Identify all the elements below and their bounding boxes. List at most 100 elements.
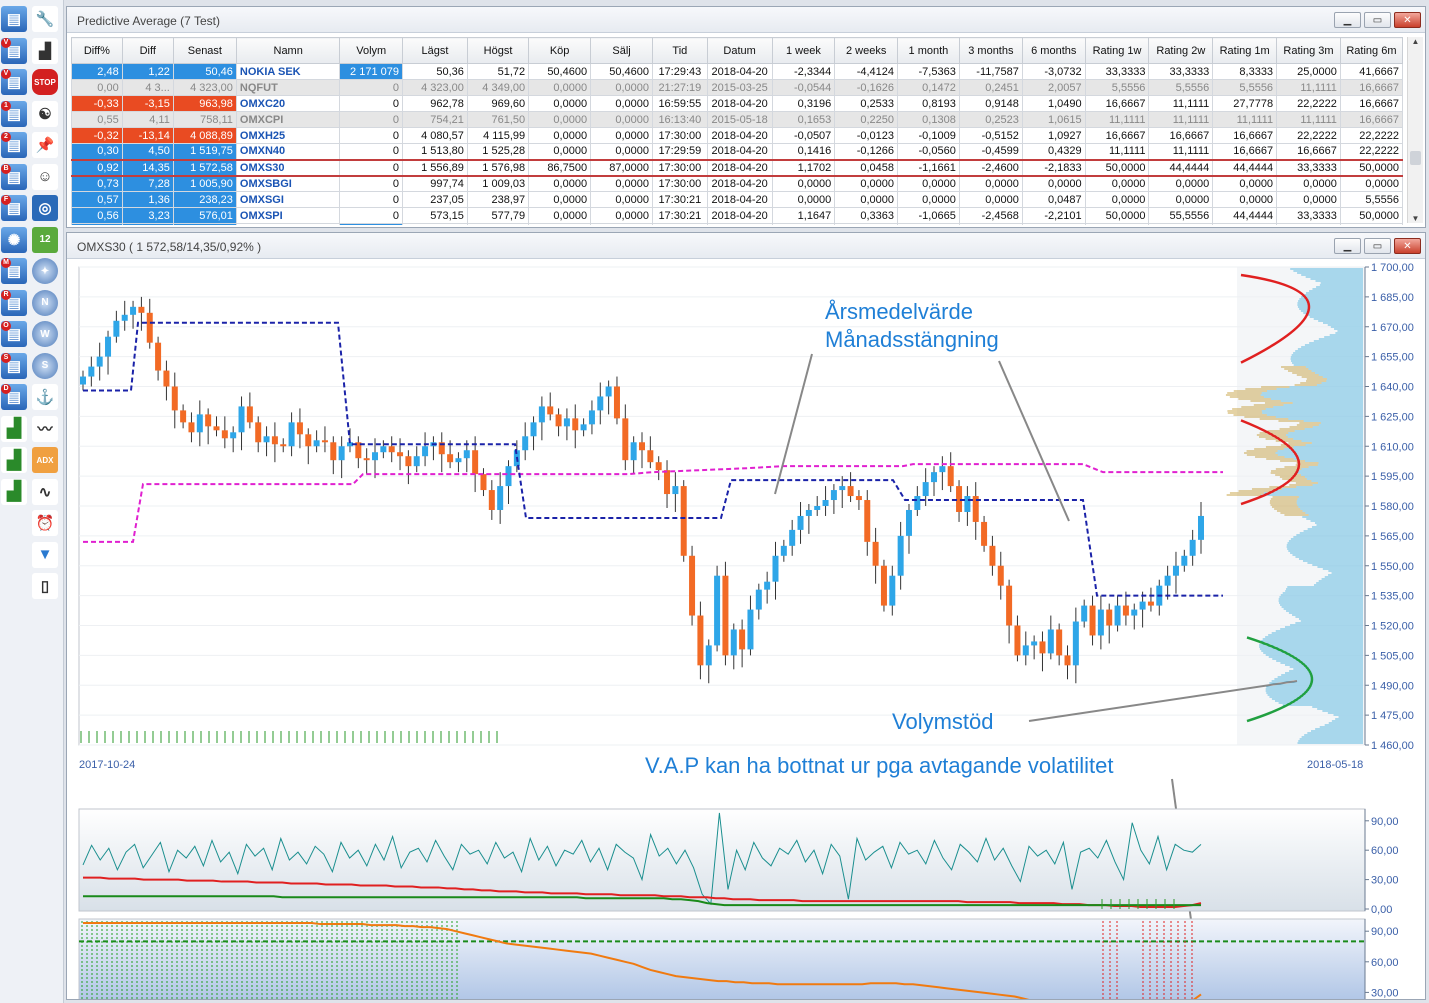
table-cell: 2 171 079 — [339, 63, 403, 80]
table-cell: 2018-04-20 — [706, 143, 773, 160]
table-row[interactable]: -0,33 -3,15 963,98 OMXC20 0 962,78 969,60 0,000… — [71, 95, 1403, 112]
table-cell: -4,4124 — [834, 63, 899, 80]
table-cell: 33,3333 — [1276, 158, 1341, 177]
avatar-icon[interactable]: ☺ — [32, 163, 58, 190]
candle-body — [914, 496, 921, 510]
chart-v-icon[interactable]: ▤ V — [1, 69, 27, 95]
column-header[interactable]: 1 week — [771, 37, 836, 64]
table-scrollbar[interactable]: ▲ ▼ — [1407, 37, 1423, 223]
column-header[interactable]: 6 months — [1021, 37, 1086, 64]
chart-f-icon[interactable]: ▤ F — [1, 195, 27, 221]
blank-page-icon[interactable]: ▯ — [32, 573, 58, 599]
bar-chart-icon[interactable]: ▟ — [1, 415, 27, 442]
oscillator-2-area — [78, 918, 1366, 999]
stop-icon[interactable]: STOP — [32, 69, 58, 95]
filter-icon[interactable]: ▼ — [32, 541, 58, 568]
chart-titlebar[interactable]: OMXS30 ( 1 572,58/14,35/0,92% ) ▁ ▭ ✕ — [67, 233, 1425, 259]
chart-2-icon[interactable]: ▤ 2 — [1, 132, 27, 158]
spiral-icon[interactable]: ◎ — [32, 195, 58, 221]
watchlist-titlebar[interactable]: Predictive Average (7 Test) ▁ ▭ ✕ — [67, 7, 1425, 33]
anchor-icon[interactable]: ⚓ — [32, 384, 58, 410]
network-icon[interactable]: ✺ — [1, 226, 27, 253]
scroll-thumb[interactable] — [1410, 151, 1421, 165]
table-cell: 2018-04-20 — [706, 191, 773, 208]
column-header[interactable]: Namn — [235, 37, 341, 64]
chart-b-icon[interactable]: ▤ B — [1, 163, 27, 190]
column-header[interactable]: Köp — [528, 37, 592, 64]
chart-m2-icon[interactable]: ▤ M — [1, 258, 27, 284]
close-button[interactable]: ✕ — [1394, 12, 1421, 28]
table-body: 2,48 1,22 50,46 NOKIA SEK 2 171 079 50,36 51,7… — [71, 63, 1403, 225]
table-row[interactable]: 0,73 7,28 1 005,90 OMXSBGI 0 997,74 1 009,03 0,… — [71, 175, 1403, 192]
column-header[interactable]: Rating 1m — [1212, 37, 1278, 64]
window-controls: ▁ ▭ ✕ — [1334, 12, 1421, 28]
alarm-clock-icon[interactable]: ⏰ — [32, 510, 58, 536]
column-header[interactable]: Rating 2w — [1148, 37, 1214, 64]
column-header[interactable]: 3 months — [958, 37, 1023, 64]
column-header[interactable]: Datum — [706, 37, 773, 64]
column-header[interactable]: Rating 3m — [1276, 37, 1341, 64]
table-cell: 0,0000 — [590, 79, 654, 96]
column-header[interactable]: Tid — [652, 37, 708, 64]
chart-m-icon[interactable]: ▤ V — [1, 37, 27, 64]
column-header[interactable]: Senast — [172, 37, 237, 64]
bar-chart-2-icon[interactable]: ▟ — [1, 447, 27, 473]
column-header[interactable]: 2 weeks — [834, 37, 899, 64]
candle-body — [447, 454, 454, 463]
column-header[interactable]: Sälj — [590, 37, 654, 64]
column-header[interactable]: Volym — [339, 37, 403, 64]
wrench-icon[interactable]: 🔧 — [32, 6, 58, 32]
column-header[interactable]: Lägst — [401, 37, 468, 64]
chart-canvas[interactable]: 1 700,00 1 685,00 1 670,00 1 655,00 1 640,00… — [67, 259, 1425, 999]
column-header[interactable]: Högst — [466, 37, 530, 64]
chart-1-icon[interactable]: ▤ 1 — [1, 100, 27, 127]
chart-s-icon[interactable]: ▤ S — [1, 352, 27, 379]
chart-minimize-button[interactable]: ▁ — [1334, 238, 1361, 254]
column-header[interactable]: Rating 6m — [1339, 37, 1403, 64]
table-cell: 0,55 — [71, 111, 123, 128]
column-header[interactable]: Diff — [121, 37, 174, 64]
compass-n-icon[interactable]: N — [32, 289, 58, 316]
table-row[interactable]: 0,00 4 3... 4 323,00 NQFUT 0 4 323,00 4 349,00… — [71, 79, 1403, 96]
adx-icon[interactable]: ADX — [32, 447, 58, 473]
trend-lines-icon[interactable]: 〰 — [32, 415, 58, 442]
chart-close-button[interactable]: ✕ — [1394, 238, 1421, 254]
column-header[interactable]: Rating 1w — [1084, 37, 1150, 64]
table-row[interactable]: 0,55 4,11 758,11 OMXCPI 0 754,21 761,50 0,0000 0… — [71, 111, 1403, 128]
bar-chart-3-icon[interactable]: ▟ — [1, 478, 27, 505]
chart-r-icon[interactable]: ▤ R — [1, 289, 27, 316]
maximize-button[interactable]: ▭ — [1364, 12, 1391, 28]
calendar-icon[interactable]: 12 — [32, 226, 58, 253]
chart-d-icon[interactable]: ▤ D — [1, 384, 27, 410]
table-row[interactable]: -0,32 -13,14 4 088,89 OMXH25 0 4 080,57 4 115,… — [71, 127, 1403, 144]
document-icon[interactable]: ▤ — [1, 6, 27, 32]
pin-icon[interactable]: 📌 — [32, 132, 58, 158]
compass-w-icon[interactable]: W — [32, 321, 58, 347]
column-header[interactable]: 1 month — [897, 37, 960, 64]
yin-yang-icon[interactable]: ☯ — [32, 100, 58, 127]
chart-o-icon[interactable]: ▤ O — [1, 321, 27, 347]
table-cell: 0,0000 — [958, 175, 1023, 192]
table-row[interactable]: 0,92 14,35 1 572,58 OMXS30 0 1 556,89 1 576,98… — [71, 158, 1403, 177]
scroll-up-icon[interactable]: ▲ — [1411, 37, 1420, 46]
table-row[interactable]: 0,30 4,50 1 519,75 OMXN40 0 1 513,80 1 525,28 0… — [71, 143, 1403, 160]
table-cell: -4,5265 — [1021, 223, 1086, 225]
column-header[interactable]: Diff% — [71, 37, 123, 64]
bar-chart-icon[interactable]: ▟ — [32, 37, 58, 64]
table-cell: 0,0000 — [834, 191, 899, 208]
candle-body — [764, 581, 771, 590]
waveform-icon[interactable]: ∿ — [32, 478, 58, 505]
table-row[interactable]: 2,48 1,22 50,46 NOKIA SEK 2 171 079 50,36 51,7… — [71, 63, 1403, 80]
chart-maximize-button[interactable]: ▭ — [1364, 238, 1391, 254]
table-row[interactable]: 1,050,8077,20PEAB B419 27476,3077,9077,2… — [71, 223, 1403, 225]
compass-icon[interactable]: ✦ — [32, 258, 58, 284]
table-cell: 1 556,89 — [401, 158, 468, 177]
scroll-down-icon[interactable]: ▼ — [1411, 214, 1420, 223]
table-row[interactable]: 0,56 3,23 576,01 OMXSPI 0 573,15 577,79 0,0000 0… — [71, 207, 1403, 224]
compass-s-icon[interactable]: S — [32, 352, 58, 379]
table-cell: 0,0000 — [528, 143, 592, 160]
table-cell: 11,1111 — [1084, 111, 1150, 128]
watchlist-panel: Predictive Average (7 Test) ▁ ▭ ✕ Diff% D… — [66, 6, 1426, 228]
minimize-button[interactable]: ▁ — [1334, 12, 1361, 28]
table-row[interactable]: 0,57 1,36 238,23 OMXSGI 0 237,05 238,97 0,0000 0… — [71, 191, 1403, 208]
